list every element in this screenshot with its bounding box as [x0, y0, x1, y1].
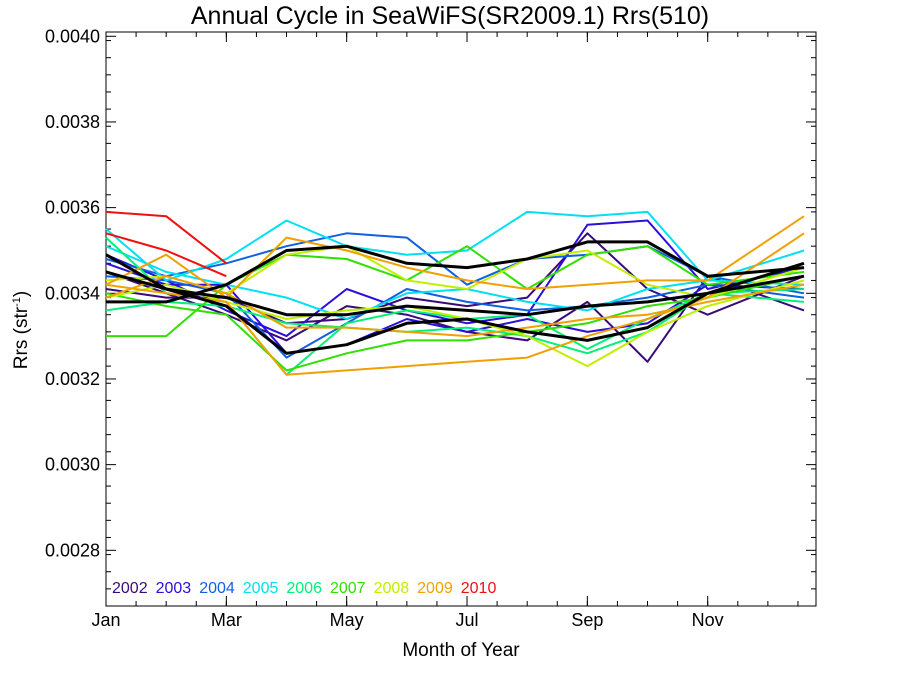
- y-tick-label: 0.0032: [45, 369, 100, 389]
- plot-frame: [105, 31, 817, 607]
- y-tick-label: 0.0028: [45, 540, 100, 560]
- chart-title: Annual Cycle in SeaWiFS(SR2009.1) Rrs(51…: [190, 2, 710, 30]
- y-axis-label-sup: -1: [10, 297, 23, 307]
- legend-item-2004: 2004: [199, 580, 235, 597]
- legend-item-2008: 2008: [373, 580, 410, 597]
- legend-item-2003: 2003: [155, 580, 192, 597]
- x-tick-label: May: [330, 610, 364, 630]
- series-line-2005: [105, 210, 805, 282]
- y-tick-label: 0.0040: [45, 26, 100, 46]
- legend-item-2005: 2005: [242, 580, 279, 597]
- x-tick-label: Nov: [692, 610, 724, 630]
- x-tick-label: Jul: [456, 610, 479, 630]
- series-line-2004: [105, 232, 805, 295]
- legend: 2002 2003 2004 2005 2006 2007 2008 2009 2010: [112, 580, 504, 598]
- series-line-2006: [105, 288, 805, 355]
- y-tick-label: 0.0034: [45, 283, 100, 303]
- y-axis-label-end: ): [11, 290, 33, 298]
- series-line-2009: [105, 275, 805, 338]
- series-line-2009: [105, 232, 805, 376]
- y-tick-label: 0.0038: [45, 112, 100, 132]
- y-axis-label: Rrs (str-1): [11, 291, 33, 369]
- series-line-2008: [105, 279, 805, 368]
- mean-series-line: [106, 240, 805, 304]
- series-line-2002: [105, 270, 805, 363]
- series-line-2009: [105, 215, 805, 299]
- x-tick-label: Sep: [571, 610, 603, 630]
- y-axis-label-main: Rrs (str: [11, 306, 33, 370]
- y-tick-label: 0.0036: [45, 198, 100, 218]
- legend-item-2007: 2007: [329, 580, 366, 597]
- legend-item-2006: 2006: [286, 580, 322, 597]
- y-tick-label: 0.0030: [45, 455, 100, 475]
- series-line-2007: [105, 275, 805, 372]
- legend-item-2002: 2002: [112, 580, 148, 597]
- mean-series-line: [105, 270, 805, 317]
- mean-series-line: [105, 253, 805, 355]
- series-line-2010: [105, 232, 227, 278]
- series-line-2010: [105, 210, 227, 265]
- x-axis-label: Month of Year: [402, 640, 520, 661]
- x-tick-label: Jan: [91, 610, 120, 630]
- series-line-2006: [105, 236, 805, 376]
- series-line-2007: [106, 245, 805, 338]
- legend-item-2009: 2009: [417, 580, 453, 597]
- x-tick-label: Mar: [211, 610, 242, 630]
- series-line-2003: [105, 262, 805, 355]
- legend-item-2010: 2010: [460, 580, 497, 597]
